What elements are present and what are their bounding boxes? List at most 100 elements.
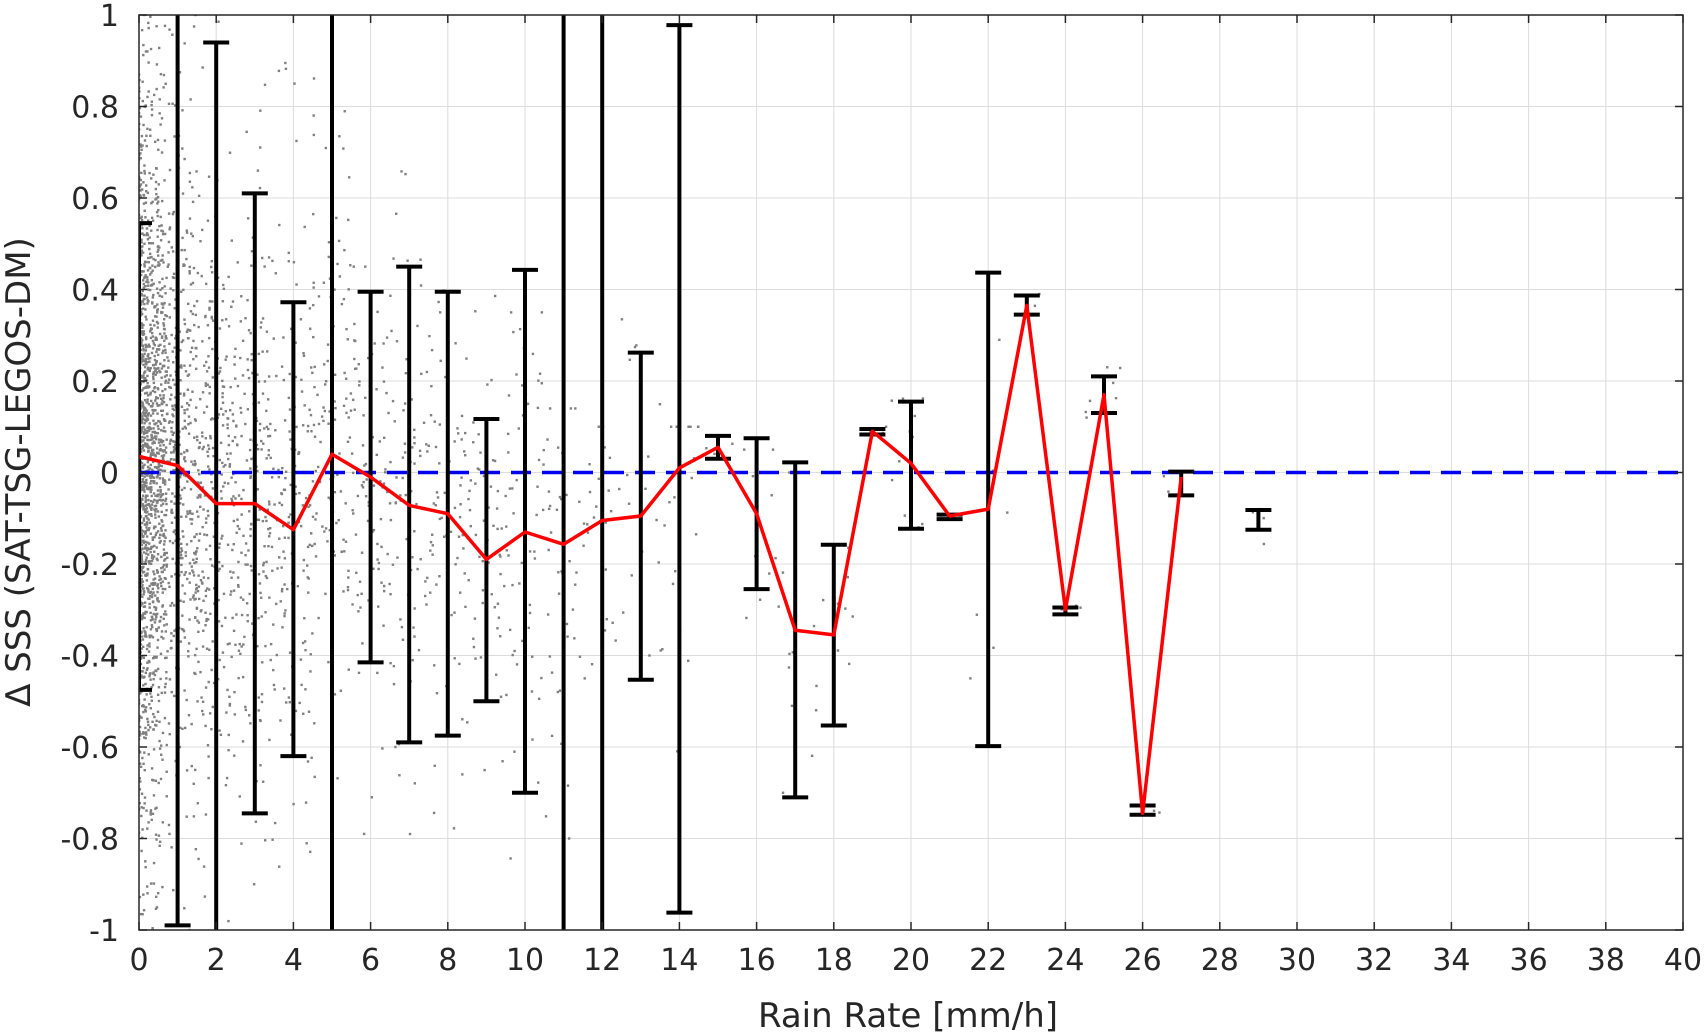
scatter-point (192, 782, 195, 785)
scatter-point (403, 402, 407, 405)
scatter-point (415, 502, 418, 506)
scatter-point (146, 541, 149, 544)
scatter-point (143, 414, 147, 417)
scatter-point (208, 336, 211, 340)
scatter-point (168, 832, 171, 836)
scatter-point (338, 275, 342, 278)
scatter-point (141, 245, 144, 248)
scatter-point (289, 483, 292, 487)
scatter-point (630, 574, 633, 577)
scatter-point (160, 499, 163, 502)
scatter-point (193, 304, 196, 308)
scatter-point (210, 259, 214, 263)
scatter-point (464, 605, 467, 609)
scatter-point (189, 488, 193, 491)
scatter-point (195, 607, 199, 610)
scatter-point (353, 408, 356, 411)
scatter-point (620, 318, 624, 321)
scatter-point (146, 892, 149, 895)
scatter-point (459, 591, 462, 594)
scatter-point (139, 762, 142, 765)
scatter-point (303, 617, 306, 620)
scatter-point (151, 593, 154, 596)
scatter-point (290, 327, 293, 331)
scatter-point (140, 218, 144, 222)
scatter-point (156, 451, 160, 455)
scatter-point (179, 392, 182, 395)
error-bars (139, 15, 1272, 930)
scatter-point (481, 559, 484, 563)
scatter-point (145, 507, 148, 510)
scatter-point (392, 682, 396, 686)
scatter-point (204, 589, 208, 592)
scatter-point (140, 849, 143, 853)
scatter-point (181, 727, 184, 731)
scatter-point (139, 780, 142, 783)
scatter-point (191, 390, 194, 393)
scatter-point (161, 591, 164, 594)
scatter-point (183, 42, 186, 45)
scatter-point (187, 373, 191, 376)
scatter-point (192, 339, 195, 343)
scatter-point (143, 675, 146, 679)
scatter-point (547, 490, 551, 493)
scatter-point (139, 715, 141, 718)
scatter-point (198, 472, 201, 476)
scatter-point (178, 556, 182, 560)
scatter-point (219, 441, 223, 445)
scatter-point (191, 596, 195, 599)
scatter-point (320, 415, 324, 418)
scatter-point (186, 402, 189, 405)
scatter-point (228, 642, 231, 645)
scatter-point (149, 490, 152, 494)
scatter-point (150, 634, 153, 638)
scatter-point (170, 333, 173, 337)
scatter-point (170, 690, 173, 694)
scatter-point (153, 621, 157, 624)
scatter-point (140, 814, 143, 818)
scatter-point (149, 453, 153, 456)
scatter-point (142, 710, 145, 714)
scatter-point (201, 570, 204, 573)
scatter-point (333, 693, 337, 696)
scatter-point (302, 569, 305, 572)
scatter-point (146, 374, 149, 378)
scatter-point (419, 454, 422, 458)
scatter-point (197, 515, 200, 518)
scatter-point (515, 478, 518, 482)
scatter-point (237, 583, 240, 587)
scatter-point (1088, 399, 1092, 403)
scatter-point (261, 661, 264, 664)
scatter-point (157, 200, 160, 203)
scatter-point (264, 644, 267, 648)
scatter-point (188, 509, 192, 513)
scatter-point (197, 660, 200, 664)
scatter-point (155, 87, 158, 91)
scatter-point (147, 403, 151, 406)
scatter-point (261, 317, 265, 320)
scatter-point (304, 801, 308, 804)
scatter-point (196, 802, 200, 805)
scatter-point (272, 623, 275, 626)
scatter-point (429, 591, 432, 594)
scatter-point (190, 460, 193, 463)
scatter-point (657, 561, 660, 564)
scatter-point (183, 409, 186, 412)
scatter-point (300, 683, 303, 687)
scatter-point (311, 632, 314, 635)
scatter-point (143, 302, 146, 306)
scatter-point (509, 311, 513, 314)
scatter-point (292, 802, 295, 806)
scatter-point (150, 695, 153, 698)
scatter-point (161, 885, 164, 889)
scatter-point (207, 444, 210, 447)
scatter-point (197, 621, 201, 624)
scatter-point (347, 569, 350, 573)
scatter-point (399, 494, 402, 497)
scatter-point (311, 371, 314, 375)
scatter-point (164, 348, 167, 352)
scatter-point (154, 198, 157, 201)
scatter-point (235, 443, 239, 446)
scatter-point (168, 585, 171, 588)
